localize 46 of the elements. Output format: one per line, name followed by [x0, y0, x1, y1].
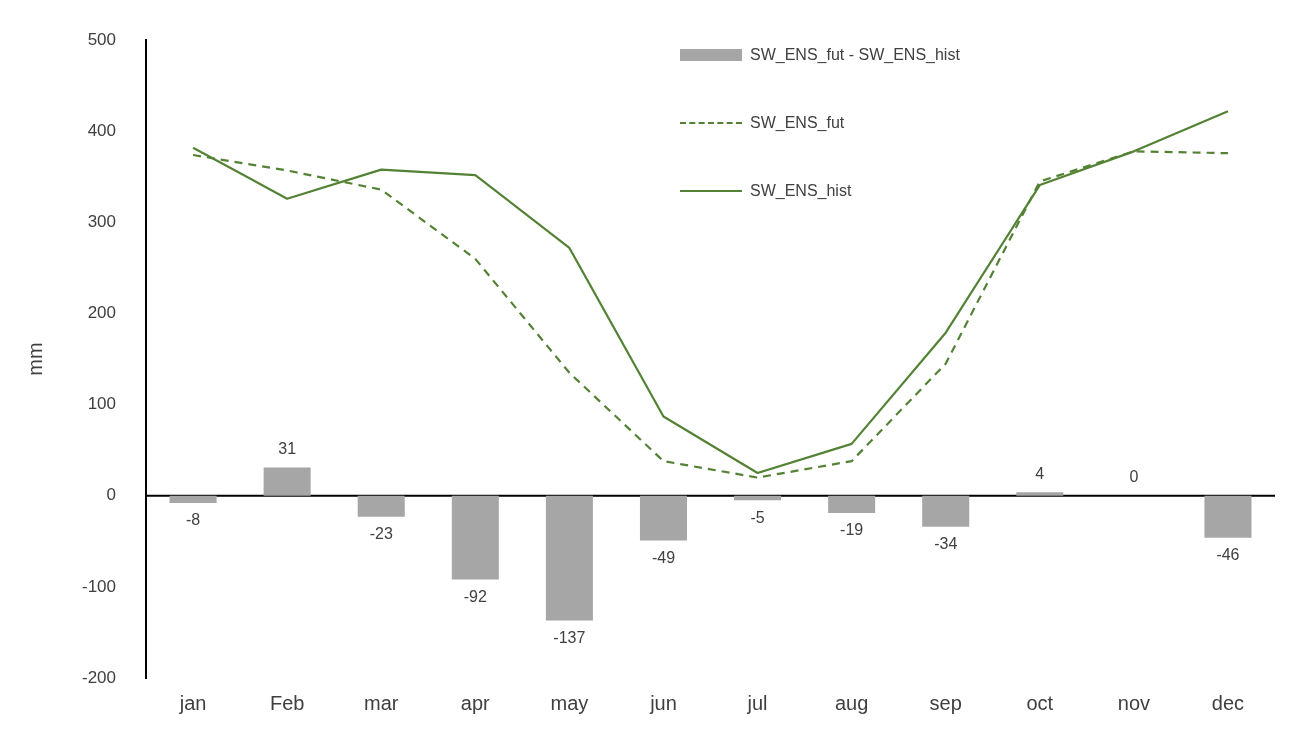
- data-label: 31: [278, 439, 297, 457]
- data-label: -92: [463, 588, 487, 605]
- data-label: -5: [750, 508, 765, 526]
- x-tick-label: jan: [178, 691, 207, 714]
- legend-label: SW_ENS_hist: [750, 182, 852, 200]
- data-label: -137: [553, 629, 586, 646]
- y-tick-label: 400: [87, 121, 117, 140]
- legend-label: SW_ENS_fut: [750, 114, 845, 132]
- bar: [922, 495, 970, 527]
- bar: [357, 495, 405, 517]
- y-tick-label: 100: [87, 394, 117, 414]
- y-tick-label: -100: [81, 576, 117, 596]
- x-tick-label: may: [550, 691, 589, 714]
- bar: [1016, 492, 1064, 496]
- x-tick-label: dec: [1211, 691, 1245, 714]
- y-tick-label: -200: [81, 667, 117, 687]
- bar: [451, 495, 499, 580]
- data-label: -34: [934, 535, 958, 553]
- x-tick-label: aug: [834, 691, 869, 714]
- x-tick-label: oct: [1026, 691, 1054, 714]
- x-tick-label: mar: [364, 691, 399, 714]
- data-label: 0: [1129, 468, 1139, 486]
- data-label: -8: [185, 511, 201, 529]
- data-label: 4: [1035, 464, 1045, 482]
- y-tick-label: 300: [87, 212, 117, 232]
- legend-label: SW_ENS_fut - SW_ENS_hist: [750, 46, 960, 64]
- bar: [169, 495, 217, 504]
- y-axis-title: mm: [23, 342, 46, 376]
- y-tick-label: 500: [87, 29, 117, 49]
- bar: [263, 467, 311, 496]
- y-tick-label: 200: [87, 303, 117, 323]
- bar: [1204, 495, 1252, 538]
- data-label: -49: [651, 548, 676, 566]
- x-tick-label: nov: [1117, 691, 1150, 714]
- data-label: -46: [1216, 546, 1240, 564]
- x-tick-label: Feb: [269, 691, 305, 714]
- bar: [545, 495, 593, 621]
- x-tick-label: sep: [929, 691, 962, 714]
- x-tick-label: jul: [746, 691, 768, 714]
- y-tick-label: 0: [106, 485, 117, 505]
- bar: [639, 495, 687, 541]
- bar: [828, 495, 876, 514]
- data-label: -23: [369, 525, 393, 543]
- x-tick-label: jun: [649, 691, 677, 714]
- x-tick-label: apr: [460, 691, 491, 714]
- data-label: -19: [840, 521, 864, 539]
